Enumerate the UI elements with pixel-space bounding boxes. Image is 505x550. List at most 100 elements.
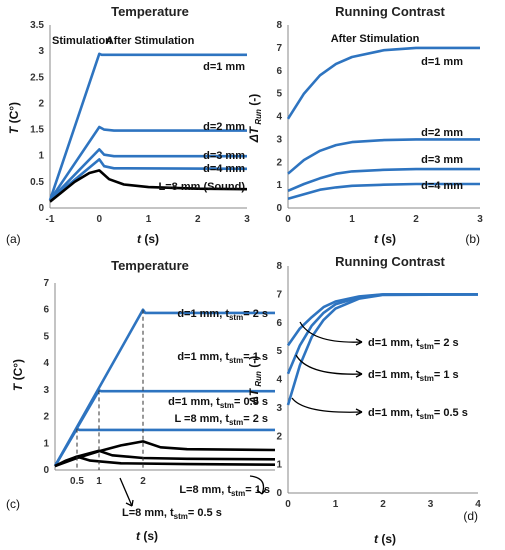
x-axis-label: t (s) <box>137 232 159 246</box>
series-line <box>287 182 480 201</box>
y-tick-label: 0 <box>38 203 44 214</box>
y-tick-label: 3 <box>276 134 282 145</box>
series-label: d=2 mm <box>421 127 463 139</box>
y-tick-label: 2 <box>276 431 282 442</box>
annotation-arrow-head <box>256 488 267 495</box>
series-label: L=8 mm (Sound) <box>159 181 246 193</box>
annotation-arrow-head <box>355 408 363 416</box>
series-label: L=8 mm, tstm= 0.5 s <box>122 507 222 521</box>
series-label: d=3 mm <box>203 150 245 162</box>
y-tick-label: 7 <box>276 43 282 54</box>
panel-label: (d) <box>463 509 478 523</box>
y-tick-label: 8 <box>276 261 282 272</box>
y-tick-label: 5 <box>43 331 49 342</box>
x-tick-label: 1 <box>96 476 102 487</box>
x-tick-label: 0 <box>96 214 102 225</box>
y-tick-label: 2 <box>43 412 49 423</box>
y-tick-label: 6 <box>43 305 49 316</box>
series-line <box>286 46 480 120</box>
series-line <box>49 169 248 203</box>
series-label: d=1 mm, tstm= 1 s <box>368 369 459 383</box>
x-tick-label: 2 <box>140 476 146 487</box>
y-tick-label: 1 <box>43 438 49 449</box>
x-tick-label: 2 <box>380 499 386 510</box>
x-tick-label: 0 <box>285 499 291 510</box>
annotation-after-stimulation: After Stimulation <box>331 33 420 45</box>
x-tick-label: 2 <box>413 214 419 225</box>
y-tick-label: 2 <box>38 98 44 109</box>
panel-c: 0.5 1 2 0 1 2 3 4 5 6 7 Temperature t (s) T (C°) (c) <box>6 258 276 543</box>
panel-label: (c) <box>6 497 20 511</box>
y-tick-label: 1 <box>276 180 282 191</box>
y-tick-label: 6 <box>276 318 282 329</box>
y-tick-label: 1 <box>38 151 44 162</box>
annotation-stimulation: Stimulation <box>52 35 112 47</box>
y-tick-label: 5 <box>276 346 282 357</box>
x-tick-label: 3 <box>244 214 250 225</box>
y-tick-label: 0 <box>43 465 49 476</box>
x-tick-label: 1 <box>146 214 152 225</box>
annotation-arrow-head <box>125 499 134 507</box>
x-tick-label: 0 <box>285 214 291 225</box>
x-axis-label: t (s) <box>374 532 396 546</box>
x-axis-label: t (s) <box>136 529 158 543</box>
y-axis-label: T (C°) <box>11 359 25 391</box>
annotation-after-stimulation: After Stimulation <box>106 35 195 47</box>
y-tick-label: 4 <box>276 375 282 386</box>
y-tick-label: 3 <box>38 46 44 57</box>
panel-b: 0 1 2 3 0 1 2 3 4 5 6 7 8 Running Contrast t (s) ΔT Run… <box>247 4 483 246</box>
y-tick-label: 7 <box>43 278 49 289</box>
y-tick-label: 3 <box>276 403 282 414</box>
series-line <box>48 52 247 201</box>
annotation-arrow <box>249 475 265 495</box>
annotation-arrow <box>291 397 363 413</box>
y-tick-label: 6 <box>276 66 282 77</box>
y-tick-label: 2 <box>276 157 282 168</box>
panel-label: (b) <box>465 232 480 246</box>
x-tick-label: 4 <box>475 499 481 510</box>
x-tick-label: 0.5 <box>70 476 84 487</box>
series-line <box>54 455 276 468</box>
series-label: d=3 mm <box>421 154 463 166</box>
chart-title: Temperature <box>111 4 189 19</box>
series-label: L =8 mm, tstm= 2 s <box>174 413 268 427</box>
y-axis-label: ΔT Run (-) <box>247 94 263 144</box>
y-tick-label: 0.5 <box>30 177 44 188</box>
y-tick-label: 0 <box>276 203 282 214</box>
series-label: d=1 mm, tstm= 0.5 s <box>368 407 468 421</box>
y-tick-label: 3 <box>43 385 49 396</box>
y-tick-label: 1.5 <box>30 125 44 136</box>
x-tick-label: 1 <box>333 499 339 510</box>
series-label: d=4 mm <box>421 180 463 192</box>
chart-title: Running Contrast <box>335 4 445 19</box>
annotation-arrow <box>295 354 363 375</box>
series-label: d=1 mm, tstm= 0.5 s <box>168 396 268 410</box>
series-line <box>49 158 248 202</box>
x-tick-label: 3 <box>477 214 483 225</box>
series-line <box>287 138 480 175</box>
series-line <box>48 125 247 201</box>
y-tick-label: 8 <box>276 20 282 31</box>
x-tick-label: 2 <box>195 214 201 225</box>
x-tick-label: 3 <box>428 499 434 510</box>
annotation-arrow-head <box>355 338 363 346</box>
annotation-arrow <box>119 477 133 507</box>
annotation-arrow-head <box>355 370 363 378</box>
series-line <box>53 308 275 467</box>
series-line <box>286 293 478 375</box>
y-tick-label: 1 <box>276 460 282 471</box>
y-tick-label: 0 <box>276 488 282 499</box>
y-tick-label: 5 <box>276 89 282 100</box>
series-label: d=1 mm, tstm= 2 s <box>368 337 459 351</box>
panel-label: (a) <box>6 232 21 246</box>
series-line <box>53 427 275 467</box>
y-tick-label: 2.5 <box>30 72 44 83</box>
y-tick-label: 4 <box>43 358 49 369</box>
series-label: d=2 mm <box>203 121 245 133</box>
y-axis-label: T (C°) <box>7 102 21 134</box>
chart-title: Temperature <box>111 258 189 273</box>
series-label: L=8 mm, tstm= 1 s <box>179 484 270 498</box>
annotation-arrow <box>299 321 363 343</box>
series-label: d=1 mm, tstm= 1 s <box>177 351 268 365</box>
